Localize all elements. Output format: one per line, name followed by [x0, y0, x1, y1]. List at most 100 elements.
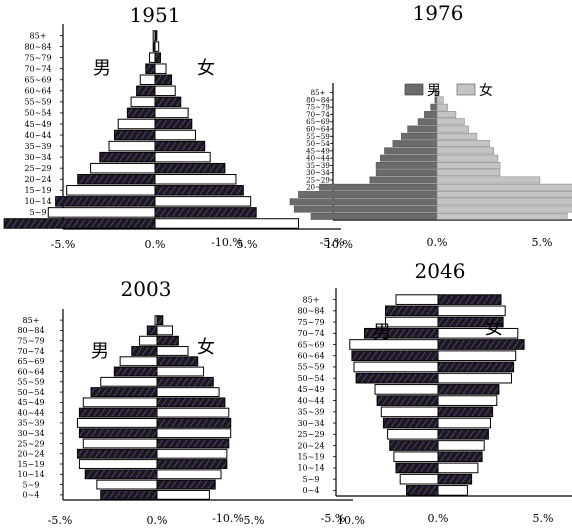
- bar-male: [77, 173, 156, 185]
- category-label: 70~74: [17, 347, 44, 356]
- category-label: 50~54: [306, 140, 330, 148]
- category-label: 40~44: [306, 155, 330, 163]
- male-label: 男: [373, 322, 391, 343]
- category-label: 25~29: [17, 439, 44, 448]
- bar-female: [154, 207, 257, 218]
- bar-male: [100, 376, 158, 387]
- category-label: 85+: [303, 295, 320, 304]
- bar-male: [385, 305, 439, 317]
- bar-male: [108, 140, 156, 152]
- category-label: 85+: [30, 31, 47, 40]
- bar-female: [437, 395, 498, 406]
- x-tick-label: 0.%: [147, 514, 168, 527]
- bar-female: [436, 154, 499, 162]
- category-label: 65~69: [297, 340, 324, 349]
- category-label: 55~59: [24, 98, 51, 107]
- female-label: 女: [197, 337, 215, 358]
- bar-female: [156, 469, 222, 480]
- bar-female: [437, 406, 494, 418]
- category-label: 0~4: [23, 491, 40, 500]
- bar-male: [351, 350, 439, 362]
- x-tick-label: -5.%: [321, 512, 346, 525]
- bar-female: [156, 448, 228, 459]
- chart-title: 2003: [121, 277, 172, 301]
- bar-male: [139, 74, 156, 86]
- bar-male: [424, 111, 438, 118]
- bar-male: [90, 387, 158, 398]
- bar-female: [154, 107, 189, 119]
- bar-male: [126, 107, 156, 119]
- category-label: 50~54: [24, 109, 51, 118]
- category-label: 45~49: [24, 120, 51, 129]
- bar-female: [436, 147, 495, 155]
- legend-label-male: 男: [427, 83, 441, 99]
- category-label: 25~29: [297, 430, 324, 439]
- x-tick-label: -10.%: [212, 512, 244, 525]
- pyramid-panel-2003: 20030~45~910~1415~1920~2425~2930~3435~39…: [17, 277, 365, 527]
- bar-male: [298, 191, 438, 198]
- pyramid-panel-1976: 19760~45~910~1415~1920~2425~2930~3435~39…: [211, 1, 572, 249]
- bar-male: [113, 366, 158, 377]
- bar-male: [76, 448, 158, 459]
- category-label: 10~14: [297, 464, 324, 473]
- bar-male: [395, 462, 439, 474]
- x-tick-label: -10.%: [211, 236, 243, 249]
- bar-female: [437, 316, 504, 328]
- bar-male: [139, 335, 158, 346]
- bar-female: [437, 440, 485, 451]
- category-label: 70~74: [306, 111, 330, 119]
- bar-female: [154, 185, 244, 196]
- bar-male: [375, 169, 438, 177]
- bar-female: [437, 372, 512, 384]
- category-label: 20~24: [297, 441, 324, 450]
- bar-male: [145, 63, 156, 74]
- category-label: 65~69: [24, 76, 51, 85]
- category-label: 80~84: [17, 326, 44, 335]
- x-tick-label: 5.%: [533, 512, 554, 525]
- category-label: 40~44: [17, 408, 44, 417]
- bar-female: [436, 169, 501, 177]
- category-label: 45~49: [17, 398, 44, 407]
- bar-male: [376, 395, 439, 406]
- category-label: 15~19: [297, 453, 324, 462]
- bar-female: [437, 305, 506, 317]
- bar-female: [436, 111, 457, 118]
- bar-female: [154, 74, 173, 86]
- bar-female: [154, 151, 211, 163]
- bar-male: [369, 176, 438, 184]
- bar-male: [379, 154, 438, 162]
- category-label: 10~14: [17, 470, 44, 479]
- bar-male: [130, 96, 156, 108]
- bar-male: [374, 384, 439, 395]
- bar-male: [319, 183, 438, 191]
- bar-male: [131, 346, 158, 356]
- x-tick-label: 5.%: [244, 514, 265, 527]
- category-label: 5~9: [30, 208, 47, 217]
- bar-male: [3, 218, 156, 229]
- category-label: 75~79: [297, 318, 324, 327]
- bar-female: [154, 41, 160, 52]
- bar-female: [154, 52, 162, 63]
- bar-female: [154, 173, 237, 185]
- bar-female: [437, 350, 517, 362]
- bar-male: [392, 140, 438, 148]
- male-label: 男: [91, 341, 109, 362]
- bar-female: [436, 191, 572, 198]
- bar-female: [156, 407, 230, 418]
- category-label: 70~74: [24, 64, 51, 73]
- bar-male: [119, 356, 158, 367]
- bar-female: [156, 325, 174, 336]
- bar-female: [437, 384, 500, 395]
- bar-male: [310, 212, 438, 220]
- category-label: 60~64: [24, 87, 51, 96]
- bar-male: [417, 118, 438, 126]
- bar-female: [437, 485, 468, 496]
- x-tick-label: 10.%: [337, 514, 365, 527]
- bar-male: [66, 185, 156, 196]
- bar-female: [156, 346, 189, 356]
- category-label: 25~29: [306, 176, 330, 184]
- category-label: 45~49: [306, 147, 330, 155]
- bar-female: [437, 462, 479, 474]
- bar-male: [78, 428, 158, 439]
- x-tick-label: 0.%: [428, 512, 449, 525]
